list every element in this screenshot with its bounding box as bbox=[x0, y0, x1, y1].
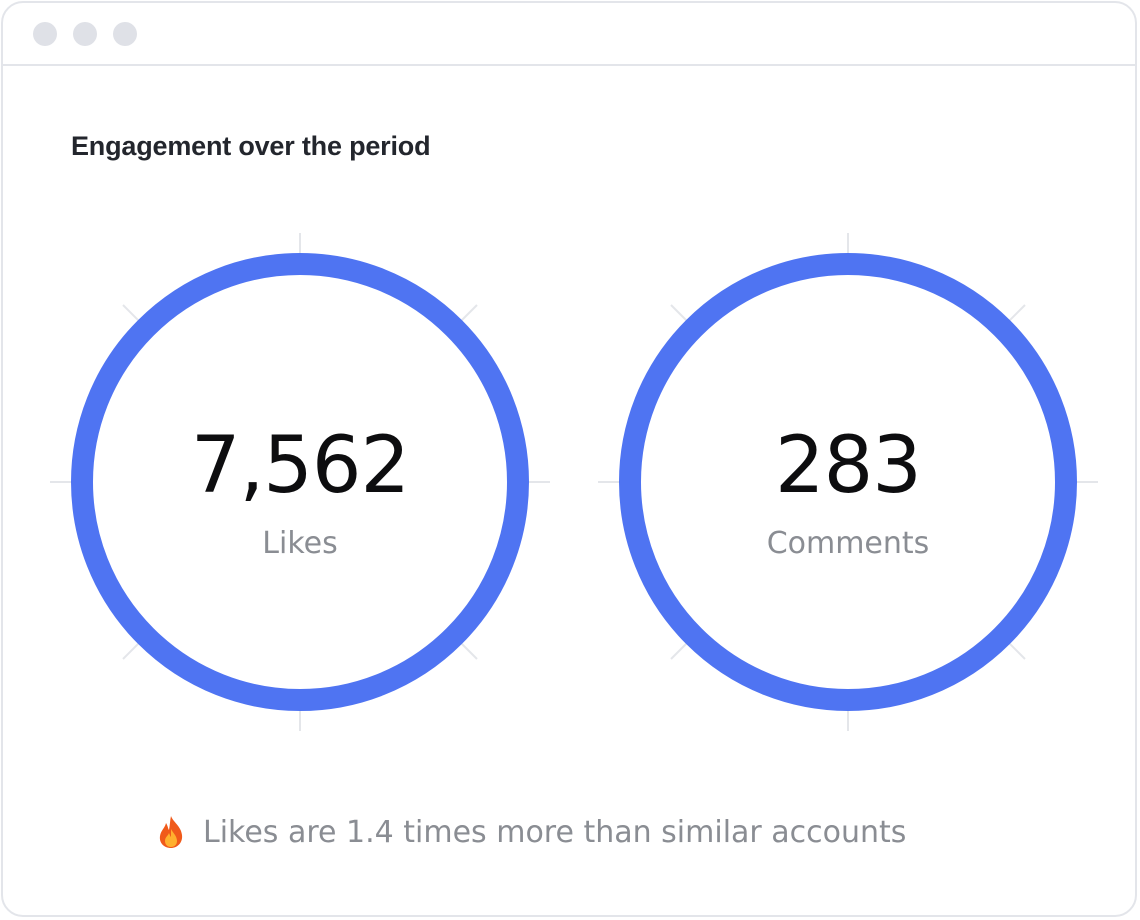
metric-comments: 283 Comments bbox=[598, 231, 1098, 731]
window-control-dot[interactable] bbox=[113, 22, 137, 46]
likes-label: Likes bbox=[262, 526, 338, 561]
comments-value: 283 bbox=[775, 421, 922, 511]
card-title: Engagement over the period bbox=[71, 131, 431, 161]
comments-ring bbox=[619, 253, 1077, 711]
comments-label: Comments bbox=[766, 526, 930, 561]
likes-ring bbox=[71, 253, 529, 711]
likes-value: 7,562 bbox=[190, 421, 410, 511]
insight-text: Likes are 1.4 times more than similar ac… bbox=[203, 814, 907, 850]
comments-ring-graphic bbox=[598, 233, 1098, 731]
insight-note: Likes are 1.4 times more than similar ac… bbox=[155, 809, 906, 855]
metric-likes: 7,562 Likes bbox=[50, 231, 550, 731]
window-control-dot[interactable] bbox=[33, 22, 57, 46]
window-titlebar bbox=[3, 3, 1135, 66]
window-control-dot[interactable] bbox=[73, 22, 97, 46]
likes-ring-graphic bbox=[50, 233, 550, 731]
fire-icon bbox=[155, 815, 187, 849]
